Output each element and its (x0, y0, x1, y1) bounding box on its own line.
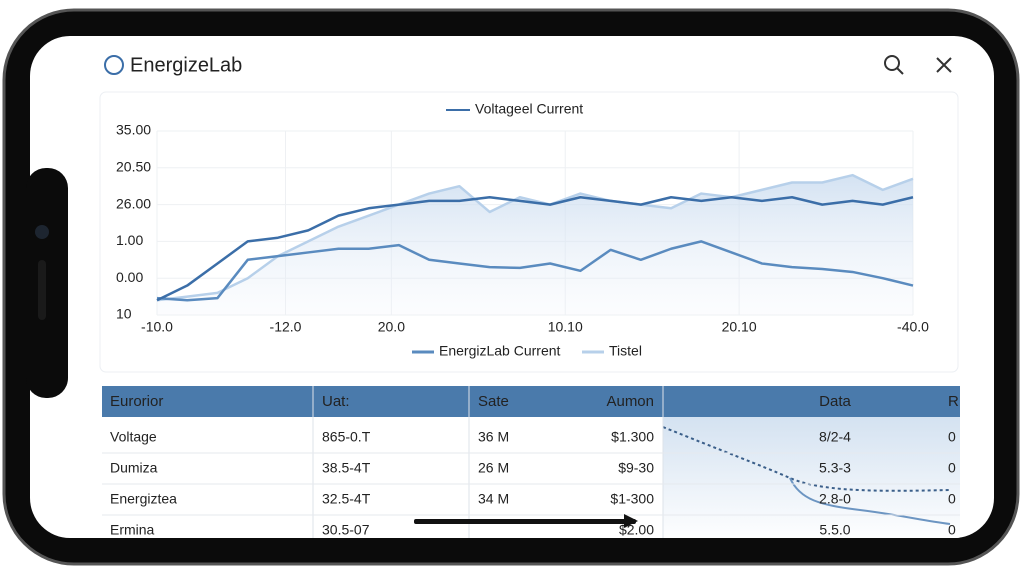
table-cell: 0 (948, 429, 956, 445)
table-cell: 34 M (478, 491, 509, 507)
table-cell: 36 M (478, 429, 509, 445)
y-tick-label: 10 (116, 306, 132, 322)
screen: EnergizeLab 35.00 20.50 26.00 1.00 0.00 10 -10… (30, 36, 994, 538)
notch (26, 168, 68, 398)
table-cell: 0 (948, 522, 956, 538)
search-icon-handle[interactable] (896, 67, 904, 75)
table-cell: 8/2-4 (819, 429, 851, 445)
table-cell: 0 (948, 460, 956, 476)
table: Eurorior Uat: Sate Aumon Data R Voltage 865-0.T… (102, 386, 960, 538)
sparkline (662, 426, 951, 492)
column-header: R (948, 393, 959, 410)
sparkline (789, 477, 951, 525)
legend-label: Tistel (609, 343, 642, 359)
table-cell: Voltage (110, 429, 157, 445)
y-tick-label: 26.00 (116, 195, 151, 211)
table-cell: 5.3-3 (819, 460, 851, 476)
data-column-bg (663, 417, 960, 538)
series-line (156, 240, 914, 302)
table-cell: Dumiza (110, 460, 158, 476)
column-header: Aumon (606, 393, 654, 410)
table-cell: 30.5-07 (322, 522, 370, 538)
x-tick-label: 20.0 (378, 319, 405, 335)
column-header: Data (819, 393, 851, 410)
series-line (156, 195, 914, 302)
search-icon[interactable] (884, 55, 900, 71)
table-cell: $1-300 (610, 491, 654, 507)
x-tick-label: -12.0 (270, 319, 302, 335)
column-header: Sate (478, 393, 509, 410)
close-icon[interactable] (936, 57, 952, 73)
y-tick-label: 1.00 (116, 232, 143, 248)
table-cell: 2.8-0 (819, 491, 851, 507)
column-header: Uat: (322, 393, 350, 410)
scroll-arrow (624, 514, 638, 528)
table-cell: Ermina (110, 522, 155, 538)
table-cell: 32.5-4T (322, 491, 371, 507)
legend-label: Voltageel Current (475, 101, 583, 117)
y-tick-label: 35.00 (116, 122, 151, 138)
logo (104, 55, 124, 75)
x-tick-label: -10.0 (141, 319, 173, 335)
scroll-indicator (414, 519, 636, 524)
x-tick-label: -40.0 (897, 319, 929, 335)
y-tick-label: 20.50 (116, 159, 151, 175)
y-tick-label: 0.00 (116, 269, 143, 285)
table-cell: 865-0.T (322, 429, 371, 445)
table-cell: $1.300 (611, 429, 654, 445)
table-cell: 5.5.0 (819, 522, 850, 538)
x-tick-label: 20.10 (722, 319, 757, 335)
camera (35, 225, 49, 239)
x-tick-label: 10.10 (548, 319, 583, 335)
app-title: EnergizeLab (130, 54, 242, 76)
legend-label: EnergizLab Current (439, 343, 561, 359)
speaker (38, 260, 46, 320)
series-line (156, 173, 914, 302)
table-cell: 0 (948, 491, 956, 507)
table-header (102, 386, 960, 417)
chart: 35.00 20.50 26.00 1.00 0.00 10 -10.0 -12.0 20.0 1… (116, 101, 929, 359)
column-header: Eurorior (110, 393, 163, 410)
table-cell: 38.5-4T (322, 460, 371, 476)
series-area (157, 175, 913, 315)
table-cell: Energiztea (110, 491, 177, 507)
table-cell: $9-30 (618, 460, 654, 476)
table-cell: 26 M (478, 460, 509, 476)
